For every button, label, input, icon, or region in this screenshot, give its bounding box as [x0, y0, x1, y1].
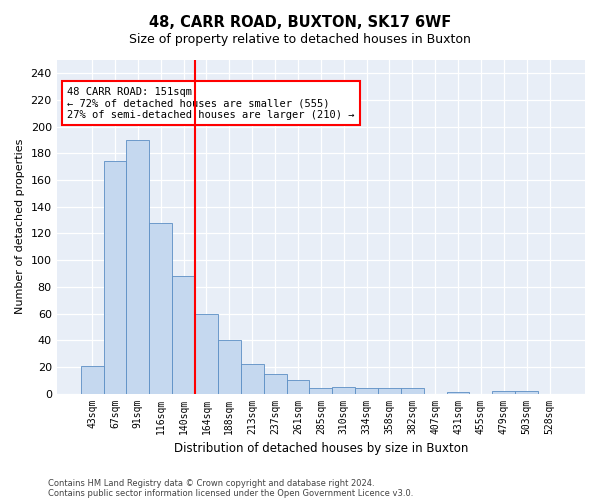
Bar: [263, 374, 287, 394]
Bar: [104, 162, 127, 394]
Bar: [241, 364, 263, 394]
Bar: [195, 314, 218, 394]
Bar: [446, 392, 469, 394]
Bar: [378, 388, 401, 394]
Bar: [515, 391, 538, 394]
Text: Contains HM Land Registry data © Crown copyright and database right 2024.: Contains HM Land Registry data © Crown c…: [48, 478, 374, 488]
Bar: [332, 387, 355, 394]
Text: Size of property relative to detached houses in Buxton: Size of property relative to detached ho…: [129, 32, 471, 46]
Bar: [80, 366, 104, 394]
Bar: [493, 391, 515, 394]
Y-axis label: Number of detached properties: Number of detached properties: [15, 139, 25, 314]
X-axis label: Distribution of detached houses by size in Buxton: Distribution of detached houses by size …: [173, 442, 468, 455]
Bar: [127, 140, 149, 394]
Bar: [218, 340, 241, 394]
Bar: [172, 276, 195, 394]
Bar: [287, 380, 310, 394]
Text: 48, CARR ROAD, BUXTON, SK17 6WF: 48, CARR ROAD, BUXTON, SK17 6WF: [149, 15, 451, 30]
Bar: [401, 388, 424, 394]
Bar: [355, 388, 378, 394]
Bar: [149, 223, 172, 394]
Text: 48 CARR ROAD: 151sqm
← 72% of detached houses are smaller (555)
27% of semi-deta: 48 CARR ROAD: 151sqm ← 72% of detached h…: [67, 86, 355, 120]
Bar: [310, 388, 332, 394]
Text: Contains public sector information licensed under the Open Government Licence v3: Contains public sector information licen…: [48, 488, 413, 498]
